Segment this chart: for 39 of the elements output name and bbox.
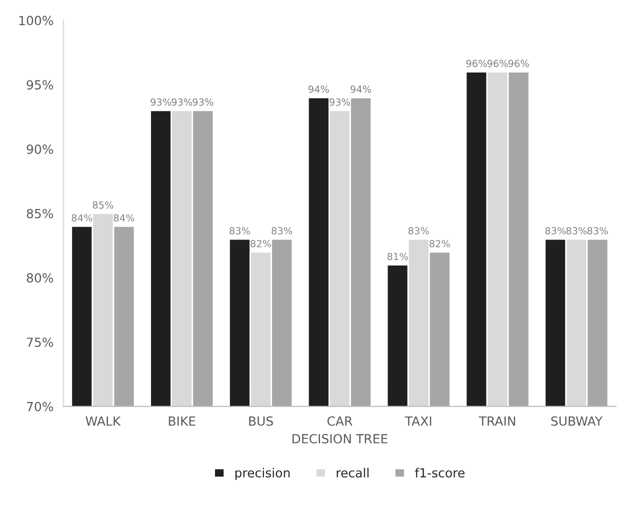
x-tick-label: SUBWAY: [551, 416, 603, 426]
y-tick-label: 90%: [26, 144, 54, 154]
y-tick-label: 100%: [19, 16, 54, 26]
data-label: 82%: [430, 240, 450, 248]
y-tick-label: 85%: [26, 208, 54, 218]
data-label: 83%: [587, 227, 608, 234]
data-label: 83%: [230, 227, 250, 234]
data-label: 94%: [350, 86, 372, 93]
legend-label: precision: [235, 468, 290, 480]
x-tick-label: BUS: [249, 416, 273, 426]
data-label: 83%: [566, 227, 587, 234]
data-label: 93%: [150, 98, 172, 106]
data-label: 94%: [308, 86, 329, 93]
x-tick-label: WALK: [86, 416, 121, 426]
x-axis-title: DECISION TREE: [292, 434, 388, 444]
data-label: 93%: [192, 98, 214, 106]
data-label: 81%: [387, 252, 408, 260]
data-label: 96%: [487, 60, 508, 68]
data-label: 96%: [508, 60, 529, 68]
data-label: 83%: [272, 227, 292, 234]
data-label: 85%: [92, 201, 114, 209]
data-label: 93%: [172, 98, 192, 106]
x-tick-label: TRAIN: [478, 416, 516, 426]
y-tick-label: 95%: [26, 80, 54, 90]
x-tick-label: CAR: [327, 416, 352, 426]
y-tick-label: 80%: [26, 273, 54, 283]
data-label: 93%: [330, 98, 350, 106]
data-label: 96%: [466, 60, 487, 68]
legend-label: f1-score: [414, 468, 464, 478]
data-label: 83%: [408, 227, 429, 234]
x-tick-label: BIKE: [168, 416, 196, 426]
data-label: 84%: [114, 214, 134, 222]
data-label: 83%: [545, 227, 566, 234]
legend-label: recall: [336, 468, 369, 478]
y-tick-label: 70%: [27, 402, 54, 412]
y-tick-label: 75%: [27, 338, 54, 347]
data-label: 84%: [72, 214, 92, 222]
data-label: 82%: [250, 240, 272, 248]
x-tick-label: TAXI: [404, 416, 432, 426]
